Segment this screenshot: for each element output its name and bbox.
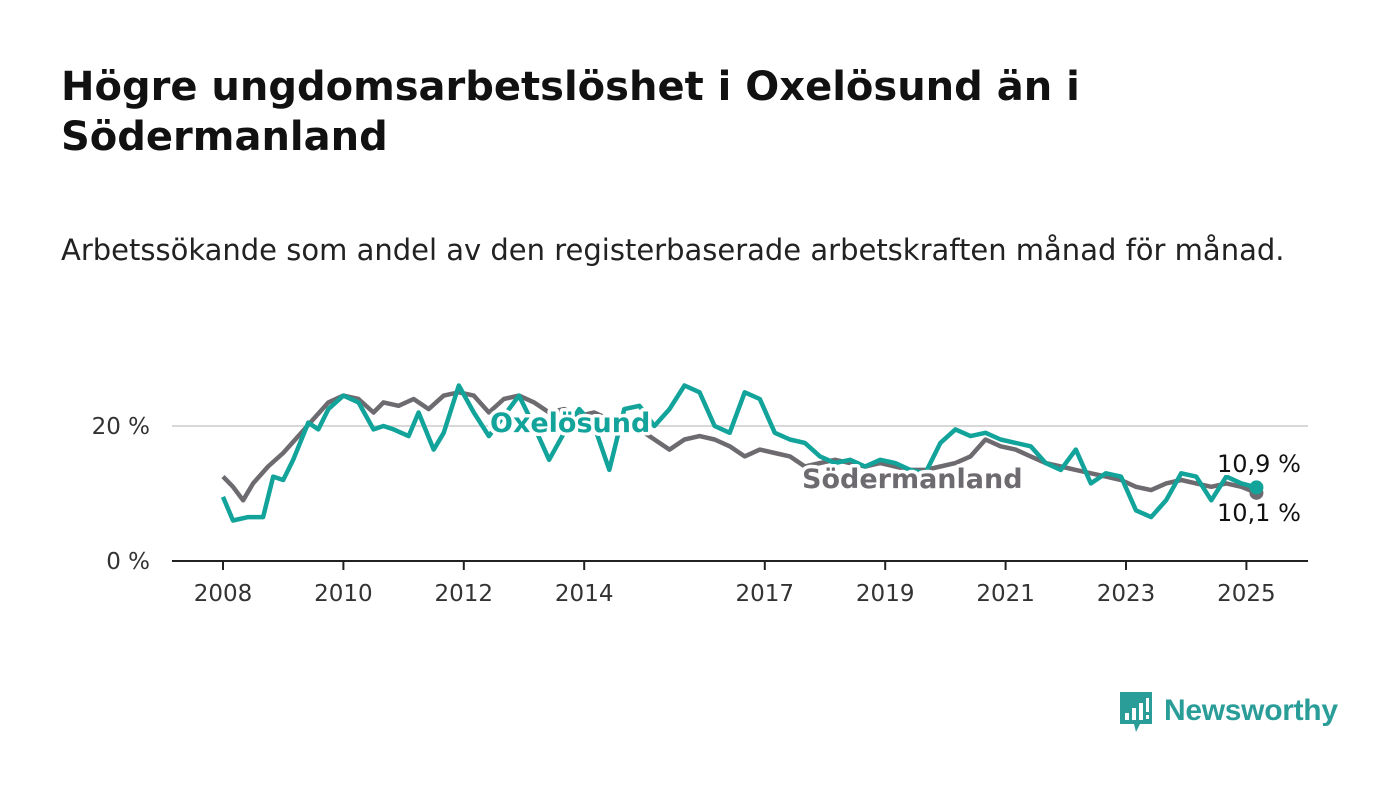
series-lines [220,383,1264,523]
chart-subtitle: Arbetssökande som andel av den registerb… [61,233,1285,267]
x-tick-label: 2008 [194,581,253,607]
y-axis-ticks: 0 % 20 % [92,414,150,575]
end-value-label: 10,1 % [1217,499,1301,527]
x-tick-label: 2017 [736,581,795,607]
series-label: Södermanland [802,464,1023,495]
x-axis-ticks: 2008 2010 2012 2014 2017 2019 2021 2023 2025 [194,561,1276,607]
series-line-oxelösund [220,383,1257,523]
y-tick-label: 20 % [92,414,150,440]
newsworthy-logo-icon [1120,692,1152,732]
y-tick-label: 0 % [106,549,150,575]
x-tick-label: 2014 [555,581,614,607]
series-label: Oxelösund [490,408,650,439]
x-tick-label: 2012 [435,581,494,607]
series-line-södermanland [221,390,1258,503]
series-labels: Oxelösund Södermanland 10,9 % 10,1 % [487,405,1304,531]
end-point [1249,480,1264,495]
brand-name: Newsworthy [1164,694,1338,727]
x-tick-label: 2021 [976,581,1035,607]
end-value-label: 10,9 % [1217,450,1301,478]
x-tick-label: 2023 [1097,581,1156,607]
x-tick-label: 2010 [314,581,373,607]
chart-title: Högre ungdomsarbetslöshet i Oxelösund än… [61,64,1080,160]
brand-logo: Newsworthy [1118,688,1338,734]
x-tick-label: 2025 [1217,581,1276,607]
x-tick-label: 2019 [856,581,915,607]
